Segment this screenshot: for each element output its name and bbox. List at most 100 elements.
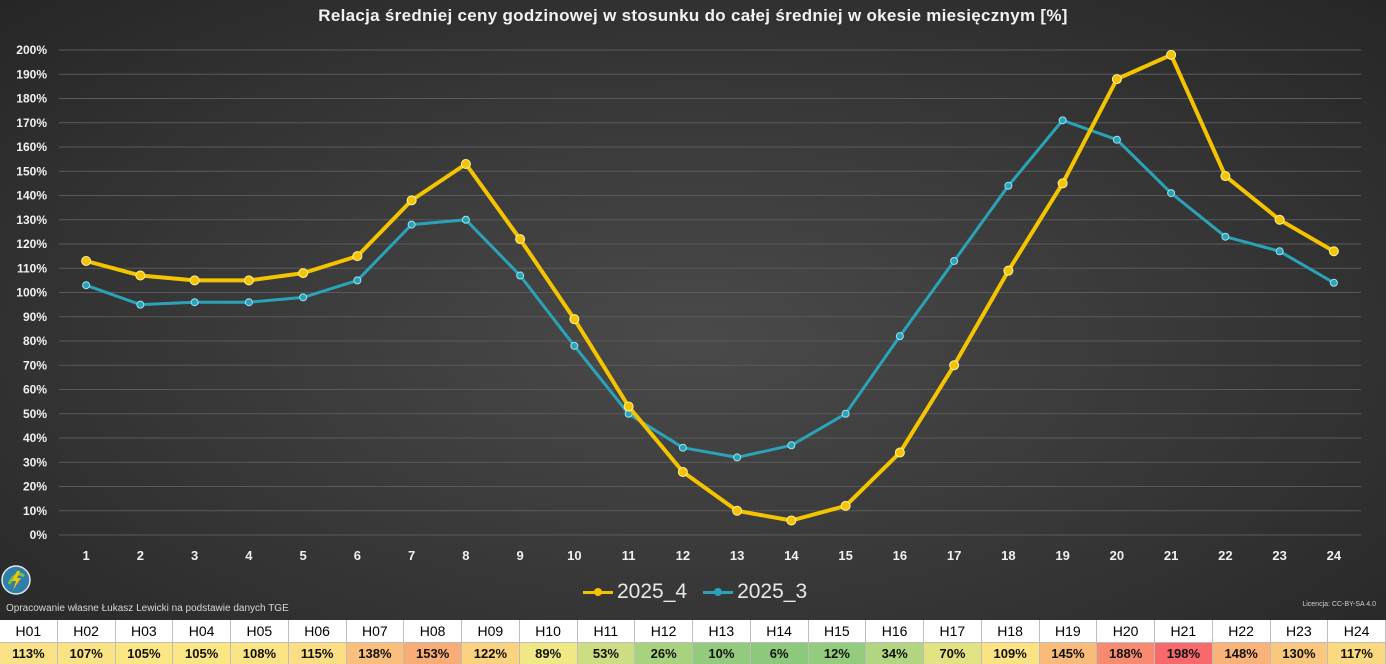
y-tick-label: 80% <box>23 334 47 348</box>
table-value-cell: 109% <box>981 643 1040 664</box>
data-point-2025_4 <box>460 158 471 169</box>
table-header-cell: H04 <box>173 620 231 643</box>
data-point-2025_3 <box>1058 116 1067 125</box>
table-header-cell: H22 <box>1212 620 1271 643</box>
data-point-2025_4 <box>1328 246 1339 257</box>
x-tick-label: 17 <box>947 548 961 563</box>
table-value-cell: 89% <box>519 643 578 664</box>
y-tick-label: 20% <box>23 480 47 494</box>
x-tick-label: 18 <box>1001 548 1015 563</box>
y-tick-label: 160% <box>16 140 47 154</box>
table-header-cell: H01 <box>0 620 58 643</box>
legend-label-2025-3: 2025_3 <box>737 580 808 603</box>
table-header-cell: H18 <box>981 620 1040 643</box>
x-tick-label: 8 <box>462 548 469 563</box>
data-point-2025_4 <box>352 251 363 262</box>
y-tick-label: 90% <box>23 310 47 324</box>
table-header-cell: H05 <box>231 620 289 643</box>
table-header-cell: H09 <box>462 620 520 643</box>
data-point-2025_4 <box>1057 178 1068 189</box>
data-point-2025_3 <box>190 298 199 307</box>
table-value-cell: 6% <box>750 643 809 664</box>
x-tick-label: 20 <box>1110 548 1124 563</box>
table-value-cell: 138% <box>346 643 405 664</box>
table-value-cell: 148% <box>1212 643 1271 664</box>
data-point-2025_3 <box>787 441 796 450</box>
data-point-2025_4 <box>677 466 688 477</box>
table-value-cell: 153% <box>404 643 462 664</box>
table-header-cell: H02 <box>57 620 116 643</box>
table-value-cell: 145% <box>1039 643 1098 664</box>
table-value-cell: 122% <box>462 643 520 664</box>
series-line-2025_3 <box>84 118 1336 459</box>
series-line-2025_4 <box>84 52 1336 523</box>
data-point-2025_4 <box>786 515 797 526</box>
data-point-2025_4 <box>569 314 580 325</box>
data-point-2025_4 <box>515 234 526 245</box>
data-point-2025_4 <box>623 401 634 412</box>
x-tick-label: 15 <box>838 548 852 563</box>
data-point-2025_4 <box>949 360 960 371</box>
table-value-cell: 117% <box>1328 643 1386 664</box>
data-point-2025_3 <box>516 271 525 280</box>
table-header-cell: H12 <box>635 620 693 643</box>
license-text: Licencja: CC-BY-SA 4.0 <box>1302 601 1376 608</box>
x-tick-label: 21 <box>1164 548 1178 563</box>
table-value-cell: 105% <box>115 643 174 664</box>
table-value-cell: 198% <box>1155 643 1213 664</box>
y-tick-label: 130% <box>16 213 47 227</box>
y-tick-label: 190% <box>16 67 47 81</box>
data-point-2025_3 <box>1004 181 1013 190</box>
table-header-cell: H16 <box>866 620 924 643</box>
legend-item-2025-4: 2025_4 <box>583 580 687 604</box>
data-point-2025_4 <box>1111 74 1122 85</box>
x-tick-label: 14 <box>784 548 799 563</box>
table-header-cell: H14 <box>750 620 809 643</box>
table-header-cell: H06 <box>288 620 347 643</box>
table-value-cell: 107% <box>57 643 116 664</box>
table-value-cell: 12% <box>808 643 867 664</box>
table-header-cell: H17 <box>924 620 982 643</box>
data-point-2025_4 <box>894 447 905 458</box>
chart-area: 0% 10% 20% 30% 40% 50% 60% 70% 80% 90% 100% 110% 120… <box>0 0 1386 620</box>
data-point-2025_4 <box>135 270 146 281</box>
hour-value-table: H01 H02 H03 H04 H05 H06 H07 H08 H09 H10 H11 H12 H13 H… <box>0 620 1386 664</box>
table-header-cell: H20 <box>1097 620 1155 643</box>
data-point-2025_3 <box>678 443 687 452</box>
y-tick-label: 170% <box>16 116 47 130</box>
table-header-cell: H23 <box>1270 620 1329 643</box>
data-point-2025_3 <box>733 453 742 462</box>
table-value-cell: 26% <box>635 643 693 664</box>
x-tick-label: 11 <box>622 548 636 563</box>
data-point-2025_3 <box>841 409 850 418</box>
table-value-cell: 113% <box>0 643 58 664</box>
y-tick-label: 50% <box>23 407 47 421</box>
table-header-cell: H10 <box>519 620 578 643</box>
data-point-2025_3 <box>895 332 904 341</box>
table-header-cell: H13 <box>693 620 751 643</box>
data-point-2025_3 <box>244 298 253 307</box>
data-point-2025_4 <box>81 255 92 266</box>
y-tick-label: 150% <box>16 164 47 178</box>
table-value-cell: 70% <box>924 643 982 664</box>
legend-item-2025-3: 2025_3 <box>703 580 807 604</box>
y-tick-label: 0% <box>30 528 48 542</box>
data-point-2025_3 <box>299 293 308 302</box>
table-value-cell: 108% <box>231 643 289 664</box>
y-tick-label: 40% <box>23 431 47 445</box>
y-tick-label: 70% <box>23 358 47 372</box>
lightning-logo-icon <box>1 565 31 595</box>
y-tick-label: 200% <box>16 43 47 57</box>
line-chart: 0%10%20%30%40%50%60%70%80%90%100%110%120… <box>16 43 1361 563</box>
legend-swatch-2025-4 <box>583 586 613 598</box>
x-tick-label: 13 <box>730 548 744 563</box>
y-tick-label: 30% <box>23 455 47 469</box>
data-point-2025_4 <box>298 268 309 279</box>
data-point-2025_4 <box>1274 214 1285 225</box>
y-tick-label: 180% <box>16 92 47 106</box>
x-tick-label: 7 <box>408 548 415 563</box>
data-point-2025_4 <box>1166 49 1177 60</box>
credit-text: Opracowanie własne Łukasz Lewicki na pod… <box>6 603 289 614</box>
data-point-2025_3 <box>136 300 145 309</box>
x-tick-label: 4 <box>245 548 253 563</box>
